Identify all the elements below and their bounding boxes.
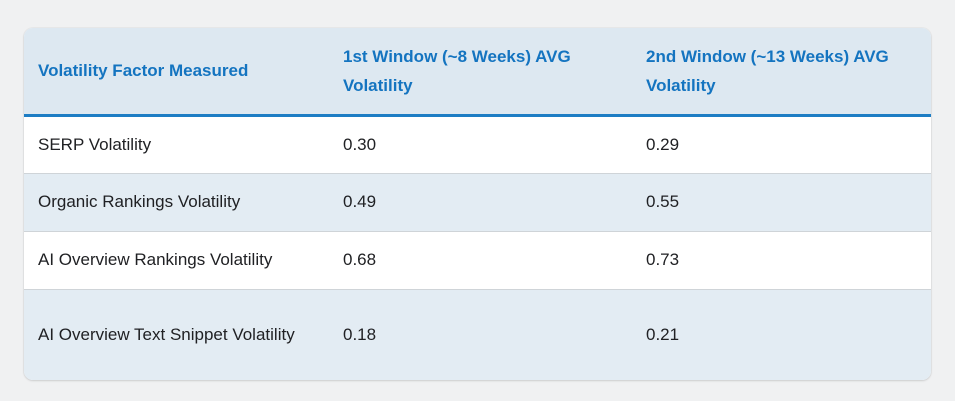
column-header-window1: 1st Window (~8 Weeks) AVG Volatility <box>329 28 632 117</box>
window1-value-cell: 0.68 <box>329 230 632 289</box>
window2-value-cell: 0.21 <box>632 288 931 380</box>
table-header-row: Volatility Factor Measured 1st Window (~… <box>24 28 931 117</box>
table-row: AI Overview Rankings Volatility 0.68 0.73 <box>24 230 931 289</box>
volatility-table-card: Volatility Factor Measured 1st Window (~… <box>24 28 931 380</box>
column-header-window2: 2nd Window (~13 Weeks) AVG Volatility <box>632 28 931 117</box>
factor-cell: AI Overview Rankings Volatility <box>24 230 329 289</box>
factor-cell: SERP Volatility <box>24 115 329 173</box>
table-row: SERP Volatility 0.30 0.29 <box>24 115 931 173</box>
table-body: SERP Volatility 0.30 0.29 Organic Rankings … <box>24 115 931 380</box>
column-header-factor: Volatility Factor Measured <box>24 28 329 117</box>
table-row: AI Overview Text Snippet Volatility 0.18 0… <box>24 288 931 380</box>
volatility-table: Volatility Factor Measured 1st Window (~… <box>24 28 931 380</box>
window2-value-cell: 0.29 <box>632 115 931 173</box>
window1-value-cell: 0.18 <box>329 288 632 380</box>
table-header: Volatility Factor Measured 1st Window (~… <box>24 28 931 117</box>
factor-cell: AI Overview Text Snippet Volatility <box>24 288 329 380</box>
factor-cell: Organic Rankings Volatility <box>24 172 329 231</box>
window1-value-cell: 0.30 <box>329 115 632 173</box>
window2-value-cell: 0.55 <box>632 172 931 231</box>
table-row: Organic Rankings Volatility 0.49 0.55 <box>24 172 931 231</box>
window2-value-cell: 0.73 <box>632 230 931 289</box>
window1-value-cell: 0.49 <box>329 172 632 231</box>
